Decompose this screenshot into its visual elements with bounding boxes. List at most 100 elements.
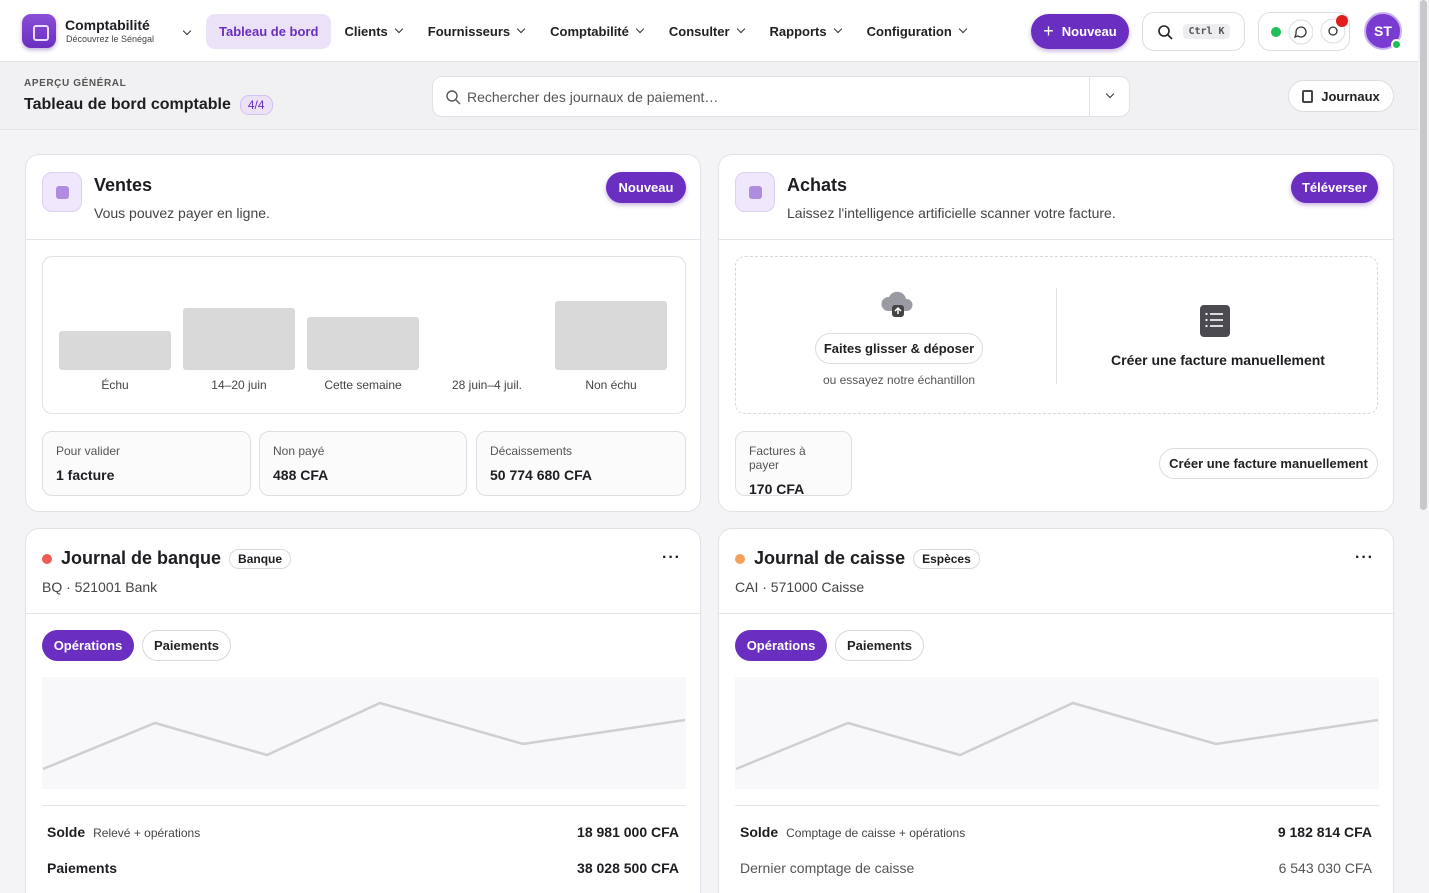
- aging-bar: [183, 308, 295, 370]
- journal-heading: Journal de caisse Espèces: [754, 548, 980, 569]
- menu-label: Fournisseurs: [427, 24, 511, 39]
- stat-card[interactable]: Pour valider 1 facture: [42, 431, 251, 496]
- app-logo[interactable]: [22, 14, 56, 48]
- tab[interactable]: Paiements: [142, 630, 231, 661]
- status-dot: [1271, 26, 1281, 37]
- tab[interactable]: Opérations: [735, 630, 827, 661]
- journal-search[interactable]: Rechercher des journaux de paiement…: [432, 76, 1130, 117]
- cloud-icon: [881, 291, 913, 317]
- sparkline: [42, 677, 686, 789]
- journal-code: BQ · 521001 Bank: [42, 579, 158, 595]
- navbar: Comptabilité Découvrez le Sénégal Tablea…: [0, 0, 1418, 62]
- stat-label: Décaissements: [490, 444, 573, 458]
- stat-card[interactable]: Factures à payer 170 CFA: [735, 431, 852, 497]
- page-header: APERÇU GÉNÉRAL Tableau de bord comptable…: [0, 62, 1418, 130]
- upload-button[interactable]: Téléverser: [1291, 172, 1378, 203]
- settings-button[interactable]: [1320, 14, 1349, 44]
- divider: [735, 805, 1379, 806]
- avatar[interactable]: ST: [1364, 12, 1402, 50]
- menu-item[interactable]: Consulter: [656, 14, 757, 49]
- row-value: 18 981 000 CFA: [577, 824, 679, 840]
- journal-title: Journal de banque: [61, 548, 222, 568]
- manual-invoice-title[interactable]: Créer une facture manuellement: [1111, 352, 1325, 368]
- menu-label: Configuration: [866, 24, 952, 39]
- eyebrow: APERÇU GÉNÉRAL: [24, 78, 127, 89]
- row-label: Paiements: [47, 860, 118, 876]
- stat-label: Non payé: [273, 444, 325, 458]
- menu-item[interactable]: Comptabilité: [537, 14, 656, 49]
- tab[interactable]: Opérations: [42, 630, 134, 661]
- row-label: Dernier comptage de caisse: [740, 860, 915, 876]
- app-name: Comptabilité: [65, 17, 150, 33]
- journal-card: Journal de caisse Espèces ··· CAI · 5710…: [718, 528, 1394, 893]
- manual-invoice-label: Créer une facture manuellement: [1169, 456, 1368, 471]
- balance-row: Solde Relevé + opérations: [47, 824, 200, 840]
- tab-label: Paiements: [846, 638, 913, 653]
- divider: [26, 613, 700, 614]
- shortcut: Ctrl K: [1183, 24, 1230, 39]
- stat-value: 50 774 680 CFA: [490, 467, 592, 483]
- sales-card: Ventes Vous pouvez payer en ligne. Nouve…: [25, 154, 701, 512]
- tab-label: Opérations: [746, 638, 816, 653]
- scrollbar[interactable]: [1420, 0, 1427, 510]
- journals-button[interactable]: Journaux: [1288, 80, 1394, 112]
- search-icon: [1158, 24, 1174, 40]
- menu-item[interactable]: Tableau de bord: [206, 14, 332, 49]
- sales-new-button[interactable]: Nouveau: [606, 172, 686, 203]
- tab-label: Paiements: [153, 638, 220, 653]
- avatar-initials: ST: [1374, 23, 1392, 39]
- journal-dot: [42, 554, 52, 564]
- search-dropdown[interactable]: [1089, 77, 1129, 116]
- row-note: Relevé + opérations: [93, 826, 201, 840]
- aging-bar: [307, 317, 419, 370]
- tab-label: Opérations: [53, 638, 123, 653]
- journal-tag: Espèces: [913, 548, 980, 569]
- dropzone[interactable]: Faites glisser & déposer ou essayez notr…: [735, 256, 1378, 414]
- aging-label: 14–20 juin: [211, 378, 267, 392]
- menu-label: Rapports: [769, 24, 827, 39]
- drag-drop-label: Faites glisser & déposer: [823, 341, 975, 356]
- drag-drop-button[interactable]: Faites glisser & déposer: [815, 333, 983, 364]
- aging-label: Non échu: [585, 378, 637, 392]
- journals-button-label: Journaux: [1321, 88, 1380, 104]
- menu-item[interactable]: Rapports: [757, 14, 854, 49]
- menu-item[interactable]: Clients: [331, 14, 414, 49]
- upload-label: Téléverser: [1301, 180, 1368, 195]
- aging-label: Échu: [101, 378, 129, 392]
- journal-code: CAI · 571000 Caisse: [735, 579, 865, 595]
- command-search[interactable]: Ctrl K: [1142, 12, 1245, 51]
- manual-invoice-button[interactable]: Créer une facture manuellement: [1159, 448, 1378, 479]
- menu-item[interactable]: Fournisseurs: [415, 14, 537, 49]
- chat-button[interactable]: [1288, 19, 1313, 45]
- stat-card[interactable]: Non payé 488 CFA: [259, 431, 467, 496]
- row-value: 6 543 030 CFA: [1278, 860, 1372, 876]
- stat-value: 488 CFA: [273, 467, 329, 483]
- stat-label: Pour valider: [56, 444, 121, 458]
- status-group: [1258, 12, 1350, 51]
- aging-chart: Échu 14–20 juin Cette semaine 28 juin–4 …: [42, 256, 686, 414]
- aging-label: 28 juin–4 juil.: [451, 378, 523, 392]
- purchases-title: Achats: [787, 175, 848, 195]
- new-button[interactable]: + Nouveau: [1031, 14, 1129, 49]
- sales-icon: [42, 172, 82, 212]
- aging-bar: [555, 301, 667, 370]
- receipt-icon: [1200, 305, 1230, 337]
- app-switcher[interactable]: [176, 24, 192, 42]
- more-button[interactable]: ···: [662, 549, 681, 566]
- purchases-card: Achats Laissez l'intelligence artificiel…: [718, 154, 1394, 512]
- divider: [42, 805, 686, 806]
- title-group: Tableau de bord comptable 4/4: [24, 95, 273, 115]
- stat-card[interactable]: Décaissements 50 774 680 CFA: [476, 431, 686, 496]
- sales-new-label: Nouveau: [618, 180, 674, 195]
- aging-label: Cette semaine: [324, 378, 402, 392]
- title-badge: 4/4: [239, 95, 273, 115]
- sample-hint[interactable]: ou essayez notre échantillon: [822, 373, 976, 387]
- tab[interactable]: Paiements: [835, 630, 924, 661]
- menu-label: Comptabilité: [550, 24, 629, 39]
- book-icon: [1302, 89, 1314, 103]
- search-placeholder: Rechercher des journaux de paiement…: [467, 88, 719, 105]
- menu-item[interactable]: Configuration: [854, 14, 979, 49]
- more-button[interactable]: ···: [1355, 549, 1374, 566]
- divider: [26, 239, 700, 240]
